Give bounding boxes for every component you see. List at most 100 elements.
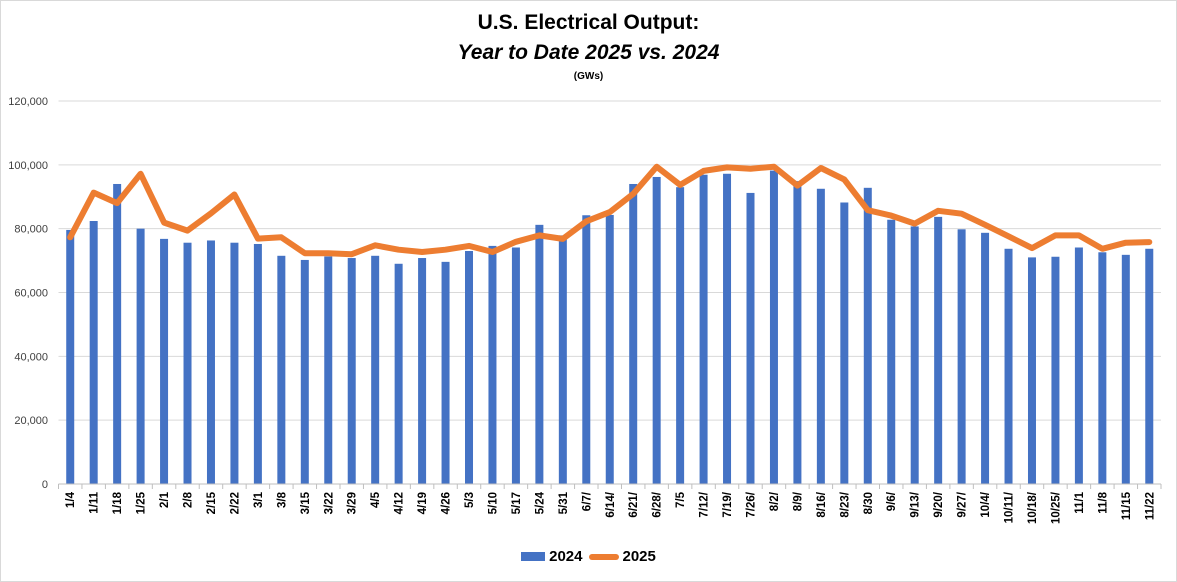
legend-label-2024: 2024 <box>549 548 583 565</box>
x-tick-label: 2/8 <box>183 491 195 508</box>
y-tick-label: 120,000 <box>8 96 48 108</box>
bar-2024 <box>1004 248 1013 484</box>
bar-2024 <box>957 229 966 484</box>
legend-label-2025: 2025 <box>622 548 656 565</box>
x-tick-label: 2/1 <box>159 491 171 508</box>
y-tick-label: 100,000 <box>8 160 48 172</box>
bar-2024 <box>1027 257 1036 484</box>
x-tick-label: 9/6/ <box>886 491 898 511</box>
x-tick-label: 7/19/ <box>722 491 734 517</box>
bar-2024 <box>465 251 474 484</box>
bar-2024 <box>1098 252 1107 484</box>
x-tick-label: 3/8 <box>276 491 288 508</box>
bar-2024 <box>676 187 685 485</box>
bar-2024 <box>1074 247 1083 484</box>
legend-item-2025: 2025 <box>588 548 656 565</box>
legend-item-2024: 2024 <box>521 548 583 565</box>
x-tick-label: 10/18/ <box>1027 491 1039 524</box>
x-tick-label: 2/22 <box>229 492 241 514</box>
y-tick-label: 60,000 <box>14 288 48 300</box>
bar-2024 <box>324 256 333 484</box>
bar-2024 <box>605 214 614 484</box>
bar-2024 <box>840 202 849 484</box>
y-tick-label: 40,000 <box>14 351 48 363</box>
bar-2024 <box>347 258 356 484</box>
bar-2024 <box>418 258 427 484</box>
bar-2024 <box>136 228 145 484</box>
bar-2024 <box>910 226 919 484</box>
bar-2024 <box>253 243 262 484</box>
y-tick-label: 80,000 <box>14 224 48 236</box>
x-tick-label: 3/22 <box>323 492 335 514</box>
series-2024-bars <box>66 170 1154 485</box>
chart-units: (GWs) <box>573 71 604 82</box>
x-tick-label: 6/7/ <box>581 491 593 511</box>
x-tick-label: 1/11 <box>89 491 101 513</box>
x-tick-label: 6/14/ <box>605 491 617 517</box>
x-tick-label: 5/31 <box>558 491 570 514</box>
x-tick-label: 8/9/ <box>792 491 804 511</box>
x-tick-label: 9/20/ <box>933 491 945 517</box>
legend-swatch-bar <box>521 552 546 561</box>
x-tick-label: 7/26/ <box>745 491 757 517</box>
bar-2024 <box>746 192 755 485</box>
legend: 2024 2025 <box>0 548 1177 565</box>
bar-2024 <box>816 188 825 485</box>
bar-2024 <box>441 261 450 484</box>
bar-2024 <box>160 238 169 484</box>
bar-2024 <box>183 242 192 484</box>
x-tick-label: 11/22 <box>1144 492 1156 520</box>
x-tick-label: 3/1 <box>253 491 265 508</box>
x-tick-label: 11/1 <box>1074 491 1086 513</box>
x-tick-label: 10/4/ <box>980 491 992 517</box>
bar-2024 <box>981 232 990 484</box>
bar-2024 <box>535 224 544 484</box>
bar-2024 <box>206 240 215 484</box>
legend-swatch-line <box>588 553 619 560</box>
x-tick-label: 3/29 <box>347 492 359 514</box>
x-tick-label: 8/30 <box>863 492 875 514</box>
x-tick-label: 8/23/ <box>839 491 851 517</box>
x-tick-label: 5/17 <box>511 492 523 514</box>
x-tick-label: 11/8 <box>1097 491 1109 513</box>
bar-2024 <box>1145 248 1154 484</box>
bar-2024 <box>769 170 778 484</box>
chart-title: U.S. Electrical Output: <box>477 11 700 34</box>
bar-2024 <box>277 255 286 484</box>
x-tick-label: 4/12 <box>394 492 406 514</box>
bar-2024 <box>1051 256 1060 484</box>
x-tick-label: 9/13/ <box>910 491 922 517</box>
bar-2024 <box>582 215 591 485</box>
bar-2024 <box>66 229 75 484</box>
x-tick-label: 3/15 <box>300 491 312 514</box>
bar-2024 <box>394 263 403 484</box>
x-tick-label: 4/19 <box>417 492 429 514</box>
x-tick-label: 10/11/ <box>1004 491 1016 523</box>
y-axis-ticks: 0 20,000 40,000 60,000 80,000 100,000 120,000 <box>8 96 48 491</box>
bar-2024 <box>558 235 567 484</box>
x-tick-label: 8/2/ <box>769 491 781 511</box>
chart-subtitle: Year to Date 2025 vs. 2024 <box>457 41 720 64</box>
x-tick-label: 4/26 <box>441 492 453 514</box>
x-tick-label: 1/4 <box>65 491 77 508</box>
x-tick-label: 5/3 <box>464 492 476 508</box>
bar-2024 <box>1121 254 1130 484</box>
x-tick-label: 4/5 <box>370 491 382 508</box>
line-2025 <box>67 163 1153 258</box>
bar-2024 <box>371 255 380 484</box>
bar-2024 <box>511 247 520 484</box>
x-tick-label: 11/15 <box>1121 491 1133 520</box>
bar-2024 <box>652 176 661 484</box>
x-tick-label: 10/25/ <box>1050 491 1062 524</box>
y-tick-label: 20,000 <box>14 415 48 427</box>
x-axis <box>58 483 1162 489</box>
series-2025-line <box>67 163 1153 258</box>
bar-2024 <box>793 181 802 484</box>
bar-2024 <box>863 187 872 484</box>
x-tick-label: 2/15 <box>206 491 218 514</box>
bar-2024 <box>887 219 896 485</box>
x-tick-label: 1/25 <box>136 491 148 514</box>
bar-2024 <box>113 183 122 484</box>
bar-2024 <box>699 174 708 485</box>
